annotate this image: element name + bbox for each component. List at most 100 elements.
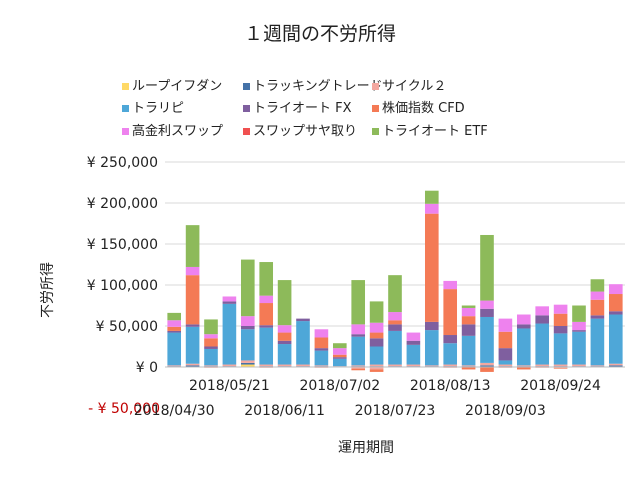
bar-segment xyxy=(314,365,329,367)
bar-segment-negative xyxy=(480,367,494,372)
bar-segment xyxy=(222,364,237,367)
bar-segment xyxy=(240,259,255,317)
bar-segment xyxy=(443,289,458,336)
bar-segment xyxy=(222,301,237,304)
bar-segment xyxy=(259,303,274,326)
bar-segment xyxy=(204,334,218,339)
bar-segment xyxy=(572,305,586,322)
bar-segment xyxy=(590,279,605,292)
x-tick-label: 2018/04/30 xyxy=(134,403,215,419)
bar-segment xyxy=(553,364,568,367)
bar-segment xyxy=(608,284,623,295)
legend-swatch xyxy=(372,83,379,90)
bar-segment-negative xyxy=(553,367,568,369)
bar-segment xyxy=(240,316,255,326)
bar-segment xyxy=(277,280,292,326)
bar-segment-negative xyxy=(516,367,531,370)
legend-swatch xyxy=(122,128,129,135)
x-axis-label: 運用期間 xyxy=(338,440,394,456)
bar-segment xyxy=(332,343,347,349)
bar-segment xyxy=(277,364,292,367)
bar-segment xyxy=(259,364,274,367)
bar-segment xyxy=(259,327,274,365)
bar-segment xyxy=(516,365,531,367)
bar-segment xyxy=(259,325,274,328)
bar-segment xyxy=(388,312,402,321)
y-tick-label: ¥ 200,000 xyxy=(87,196,158,212)
bar-segment xyxy=(167,326,182,331)
legend-swatch xyxy=(243,105,250,112)
x-tick-label: 2018/08/13 xyxy=(410,378,491,394)
legend-label: スワップサヤ取り xyxy=(253,124,357,139)
bar-segment xyxy=(351,280,366,325)
bar-segment xyxy=(185,326,200,364)
legend-label: トラリピ xyxy=(132,101,184,116)
bar-segment xyxy=(185,275,200,325)
bar-segment xyxy=(240,362,255,365)
legend-label: 株価指数 CFD xyxy=(382,101,465,116)
y-axis-label: 不労所得 xyxy=(39,262,56,318)
y-tick-label: - ¥ 50,000 xyxy=(88,401,160,417)
bar-segment xyxy=(167,320,182,327)
legend-label: トライオート FX xyxy=(253,101,352,116)
bar-segment xyxy=(553,313,568,326)
bar-segment xyxy=(277,340,292,345)
bar-segment xyxy=(314,329,329,338)
bar-segment xyxy=(461,335,476,366)
bar-segment xyxy=(388,275,402,313)
legend-label: 高金利スワップ xyxy=(132,123,223,139)
bar-segment xyxy=(590,299,605,316)
x-tick-label: 2018/09/24 xyxy=(520,378,601,394)
bar-segment xyxy=(498,364,513,367)
bar-segment xyxy=(296,321,310,365)
bar-segment xyxy=(480,365,494,367)
legend: ループイフダン トラッキングトレード サイクル２ トラリピ トライオート FX 株価指数 … xyxy=(122,79,488,139)
bar-segment xyxy=(240,329,255,361)
bar-segment xyxy=(424,203,439,214)
legend-label: ループイフダン xyxy=(132,79,222,94)
bar-segment xyxy=(572,321,586,331)
x-tick-label: 2018/07/23 xyxy=(355,403,436,419)
bar-segment xyxy=(535,364,550,367)
bar-segment xyxy=(498,348,513,361)
bar-segment xyxy=(516,314,531,325)
bar-segment xyxy=(443,335,458,344)
legend-swatch xyxy=(243,83,250,90)
bar-segment xyxy=(498,360,513,365)
bar-segment xyxy=(185,225,200,267)
bar-segment xyxy=(553,304,568,314)
bar-segment xyxy=(351,324,366,335)
bar-segment xyxy=(369,346,384,365)
bar-segment xyxy=(461,307,476,317)
bar-segment xyxy=(553,326,568,334)
bar-segment xyxy=(167,312,182,321)
legend-swatch xyxy=(122,105,129,112)
bar-segment xyxy=(240,360,255,363)
bar-segment xyxy=(204,346,218,349)
bar-segment xyxy=(572,331,586,365)
bar-segment-negative xyxy=(369,369,384,372)
bar-segment xyxy=(240,364,255,367)
bar-segment xyxy=(608,311,623,315)
bar-segment xyxy=(388,320,402,325)
legend-swatch xyxy=(372,105,379,112)
bar-segment xyxy=(424,321,439,331)
bar-segment xyxy=(167,330,182,333)
bars xyxy=(167,190,623,372)
bar-segment xyxy=(277,325,292,333)
bar-segment xyxy=(332,358,347,367)
bar-segment xyxy=(185,266,200,276)
bar-segment xyxy=(572,330,586,332)
bar-segment-negative xyxy=(351,368,366,371)
bar-segment xyxy=(516,324,531,329)
bar-segment xyxy=(259,262,274,296)
bar-segment xyxy=(424,190,439,204)
y-axis-ticks: ¥ 250,000 ¥ 200,000 ¥ 150,000 ¥ 100,000 ¥ 50… xyxy=(87,155,160,417)
bar-segment xyxy=(480,362,494,366)
bar-segment xyxy=(608,363,623,366)
bar-segment xyxy=(204,338,218,347)
bar-segment xyxy=(369,364,384,367)
bar-segment xyxy=(590,291,605,300)
bar-segment xyxy=(590,318,605,366)
bar-segment xyxy=(204,348,218,366)
